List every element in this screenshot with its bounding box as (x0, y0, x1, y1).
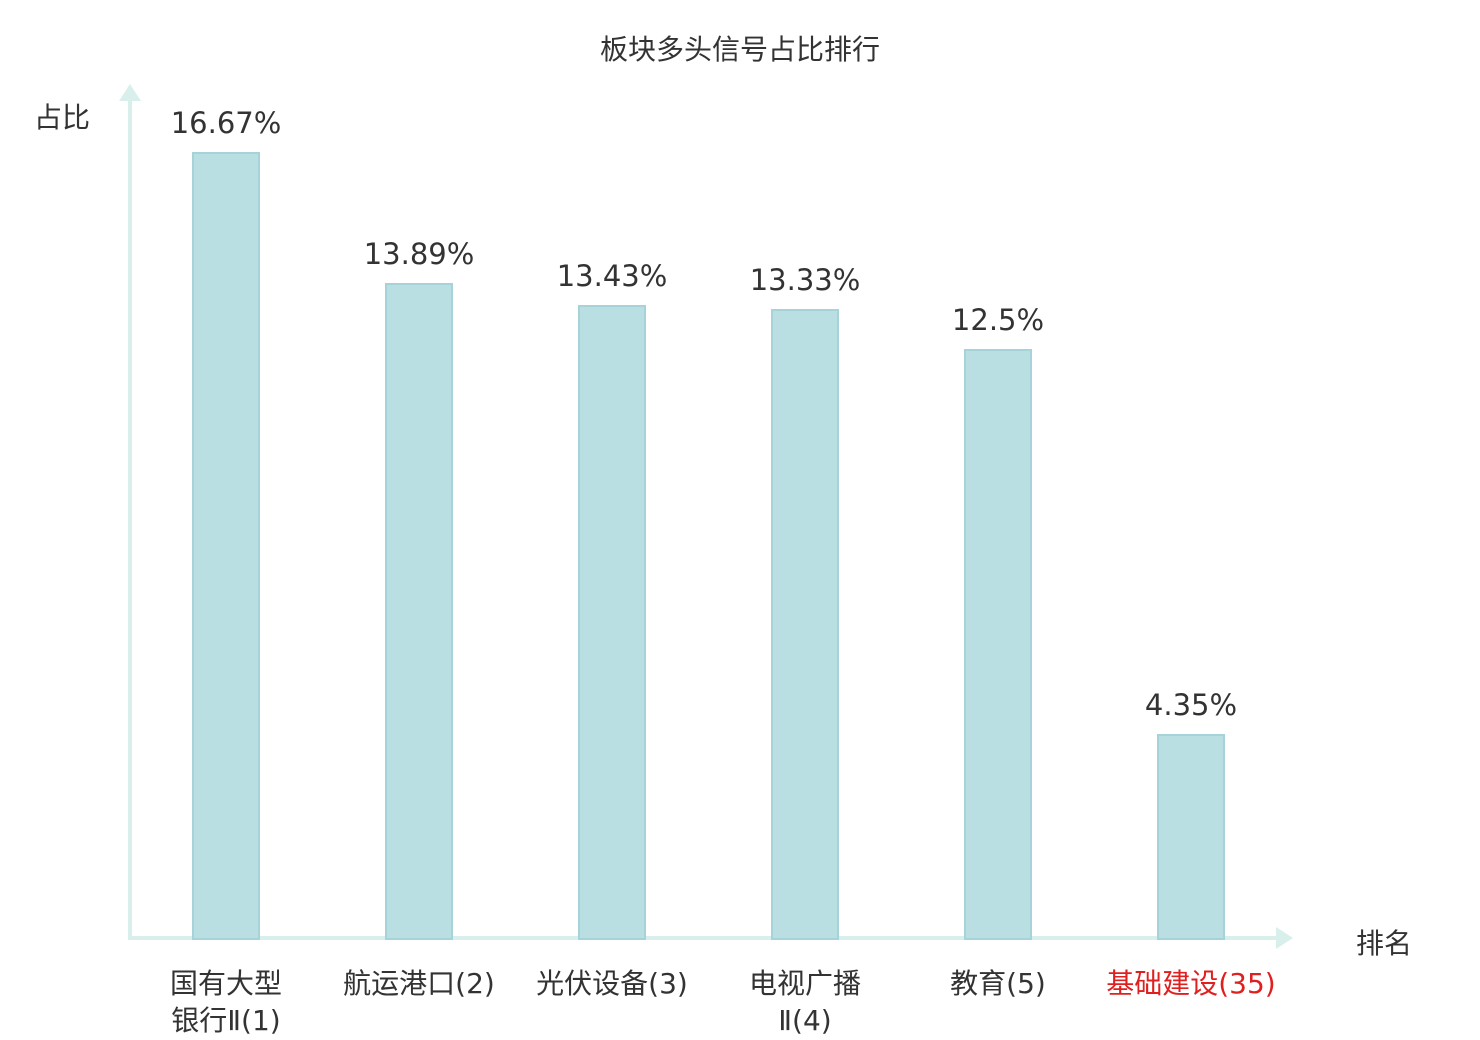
x-axis-arrow-icon (1276, 927, 1293, 949)
chart-title: 板块多头信号占比排行 (599, 33, 880, 66)
bar-4 (771, 309, 839, 940)
value-label-2: 13.89% (363, 237, 475, 271)
category-label-3: 光伏设备(3) (536, 967, 688, 1000)
bar-1 (192, 152, 260, 940)
y-axis-label: 占比 (34, 101, 91, 134)
bar-6 (1157, 734, 1225, 940)
category-label-2: 航运港口(2) (343, 967, 495, 1000)
category-label-1: 国有大型 银行Ⅱ(1) (169, 967, 282, 1037)
category-label-6: 基础建设(35) (1106, 967, 1276, 1000)
value-label-4: 13.33% (749, 263, 861, 297)
y-axis-arrow-icon (119, 84, 141, 101)
category-label-5: 教育(5) (950, 967, 1046, 1000)
x-axis-label: 排名 (1356, 927, 1413, 960)
y-axis-line (128, 98, 132, 940)
category-label-4: 电视广播 Ⅱ(4) (748, 967, 861, 1037)
value-label-6: 4.35% (1144, 688, 1238, 722)
x-axis-line (128, 936, 1278, 940)
bar-3 (578, 305, 646, 940)
value-label-1: 16.67% (170, 106, 282, 140)
value-label-5: 12.5% (951, 303, 1045, 337)
bar-5 (964, 349, 1032, 940)
bar-2 (385, 283, 453, 940)
value-label-3: 13.43% (556, 259, 668, 293)
